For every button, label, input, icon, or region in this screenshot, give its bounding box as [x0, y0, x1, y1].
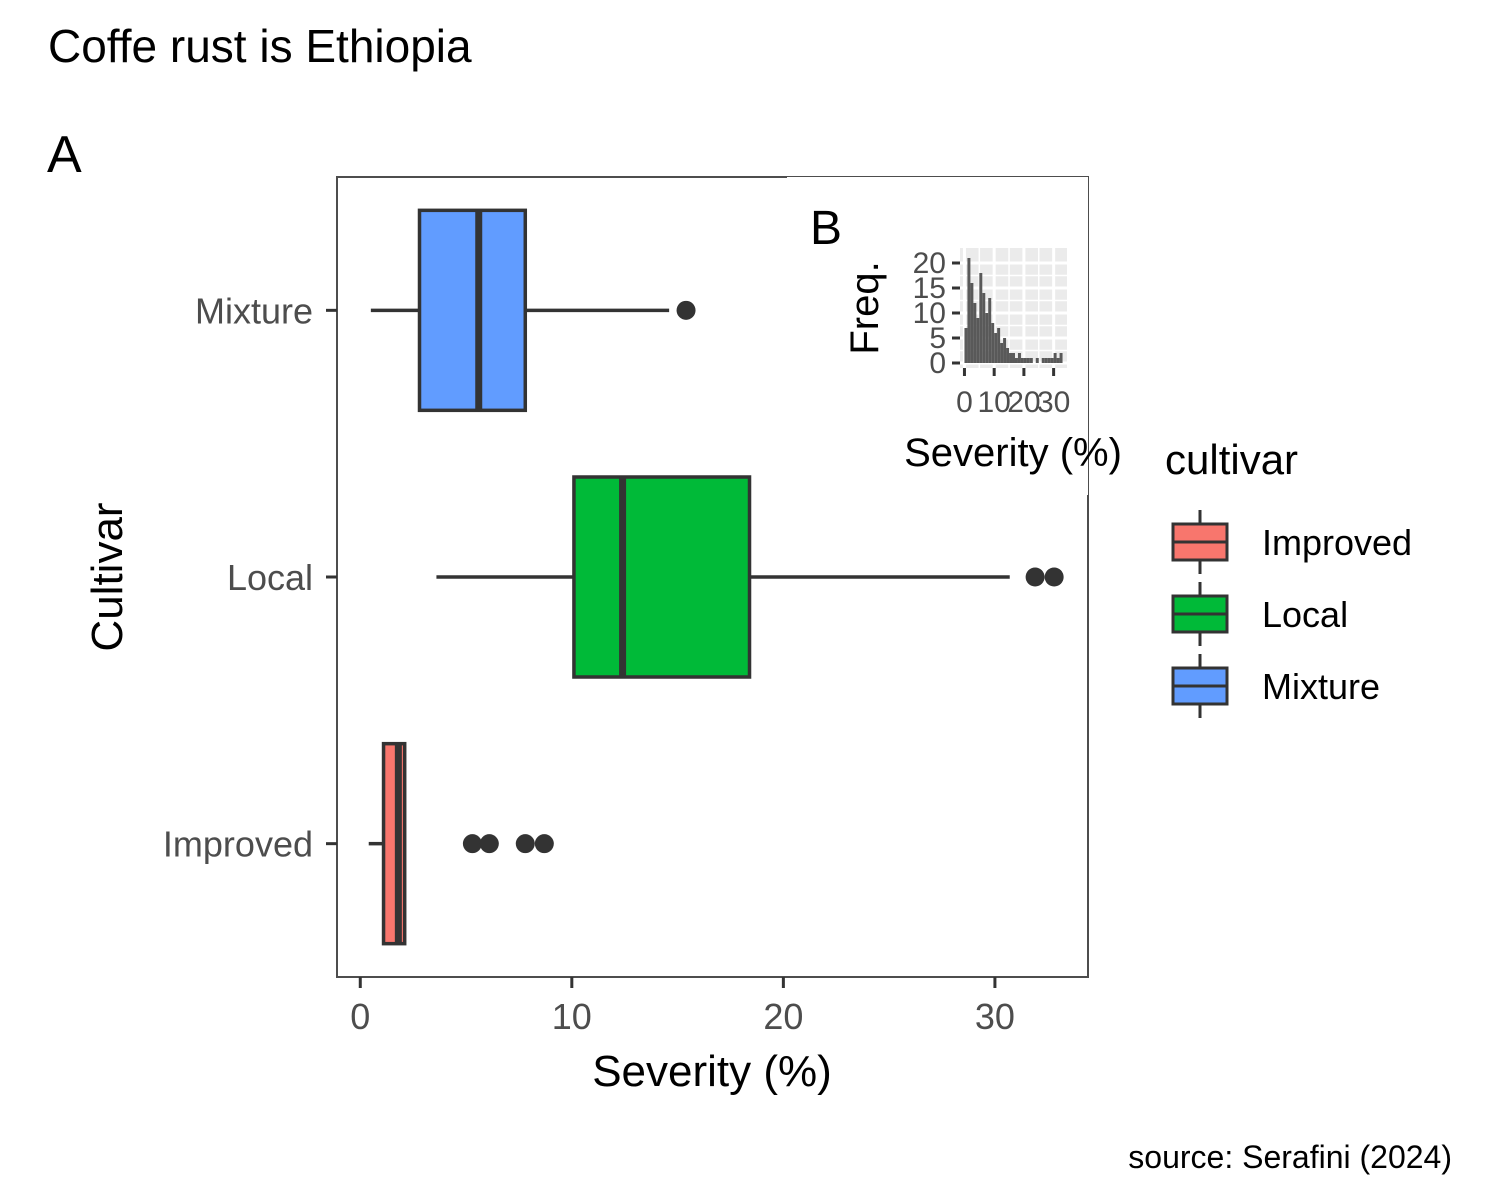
outlier-point	[462, 834, 482, 854]
x-axis-title: Severity (%)	[592, 1047, 832, 1096]
histogram-bar	[988, 298, 992, 363]
histogram-bar	[1026, 358, 1030, 363]
legend: cultivar Improved Local Mixture	[1165, 436, 1412, 718]
outlier-point	[1025, 567, 1045, 587]
histogram-bar	[982, 293, 986, 363]
histogram-bar	[967, 258, 971, 363]
inset-y-tick-label: 20	[913, 247, 946, 280]
histogram-bar	[1029, 358, 1033, 363]
histogram-bar	[1017, 353, 1021, 363]
histogram-bar	[1041, 358, 1045, 363]
outlier-point	[534, 834, 554, 854]
histogram-bar	[1059, 353, 1063, 363]
box-iqr	[417, 208, 528, 413]
inset-x-tick-label: 30	[1037, 386, 1070, 419]
x-tick-label: 30	[975, 996, 1015, 1037]
legend-title: cultivar	[1165, 436, 1298, 483]
histogram-bar	[1044, 358, 1048, 363]
inset-x-tick-label: 20	[1007, 386, 1040, 419]
panel-b-tag: B	[810, 202, 842, 255]
legend-label: Improved	[1262, 522, 1412, 563]
histogram-bar	[976, 318, 980, 363]
legend-item-local: Local	[1171, 582, 1348, 646]
y-tick-label: Mixture	[195, 290, 313, 331]
legend-item-improved: Improved	[1171, 510, 1412, 574]
inset-x-tick-label: 10	[977, 386, 1010, 419]
histogram-bar	[1009, 353, 1013, 363]
inset-y-tick-label: 15	[913, 272, 946, 305]
histogram-bar	[1003, 338, 1007, 363]
histogram-bar	[1047, 358, 1051, 363]
x-tick-label: 20	[763, 996, 803, 1037]
legend-item-mixture: Mixture	[1171, 654, 1380, 718]
inset-y-axis-title: Freq.	[843, 261, 887, 354]
inset-y-tick-label: 5	[929, 322, 946, 355]
histogram-bar	[991, 323, 995, 363]
inset-x-tick-label: 0	[956, 386, 973, 419]
histogram-bar	[1012, 353, 1015, 363]
histogram-bar	[1006, 348, 1010, 363]
histogram-bar	[1035, 358, 1039, 363]
histogram-bar	[979, 273, 983, 363]
figure-title: Coffe rust is Ethiopia	[48, 20, 472, 72]
x-tick-label: 0	[350, 996, 370, 1037]
box-local	[436, 475, 1064, 679]
histogram-bar	[994, 333, 998, 363]
panel-a-tag: A	[47, 126, 82, 184]
outlier-point	[515, 834, 535, 854]
box-series	[368, 208, 1064, 946]
outlier-point	[676, 300, 696, 320]
histogram-bar	[973, 303, 977, 363]
histogram-bar	[1050, 358, 1054, 363]
outlier-point	[1044, 567, 1064, 587]
histogram-bars	[964, 258, 1063, 363]
x-axis-ticks: 0 10 20 30	[350, 977, 1015, 1037]
histogram-bar	[970, 283, 974, 363]
source-caption: source: Serafini (2024)	[1128, 1139, 1452, 1175]
inset-y-tick-label: 10	[913, 297, 946, 330]
box-improved	[368, 741, 554, 946]
y-axis-title: Cultivar	[83, 502, 132, 651]
y-tick-label: Local	[227, 557, 313, 598]
y-axis-ticks: Improved Local Mixture	[163, 290, 337, 865]
histogram-bar	[1000, 343, 1004, 363]
inset-y-tick-label: 0	[929, 347, 946, 380]
histogram-bar	[964, 328, 968, 363]
x-tick-label: 10	[552, 996, 592, 1037]
histogram-bar	[1053, 353, 1057, 363]
legend-items: Improved Local Mixture	[1171, 510, 1412, 718]
histogram-bar	[1056, 358, 1060, 363]
y-tick-label: Improved	[163, 824, 313, 865]
outlier-point	[479, 834, 499, 854]
histogram-bar	[1023, 358, 1027, 363]
histogram-bar	[997, 328, 1001, 363]
histogram-bar	[1014, 358, 1018, 363]
box-mixture	[370, 208, 696, 413]
box-iqr	[572, 475, 752, 679]
legend-label: Mixture	[1262, 666, 1380, 707]
histogram-bar	[985, 313, 989, 363]
inset-x-axis-title: Severity (%)	[904, 431, 1122, 475]
histogram-bar	[1020, 358, 1024, 363]
legend-label: Local	[1262, 594, 1348, 635]
